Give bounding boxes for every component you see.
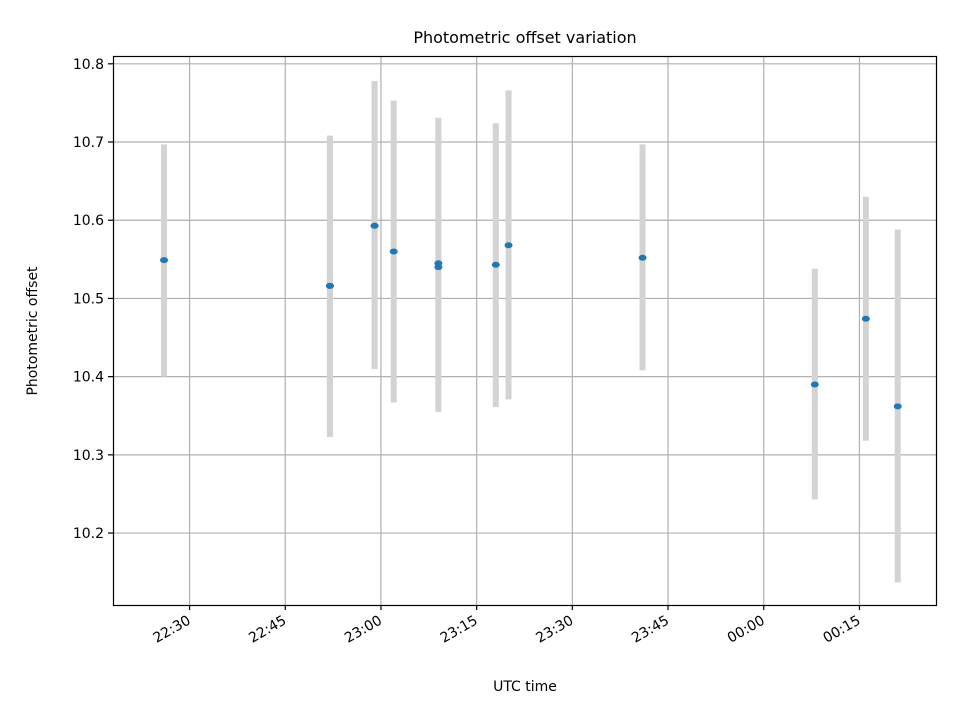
x-tick-label: 00:00 <box>725 613 768 647</box>
x-tick-label: 23:45 <box>629 613 672 647</box>
data-point <box>504 242 513 249</box>
y-tick-label: 10.7 <box>73 135 104 151</box>
y-tick-label: 10.4 <box>73 370 104 386</box>
chart-title: Photometric offset variation <box>413 28 636 47</box>
x-tick-label: 23:15 <box>438 613 481 647</box>
data-point <box>491 261 500 268</box>
y-tick-label: 10.5 <box>73 291 104 307</box>
data-point <box>638 254 647 261</box>
x-axis-label: UTC time <box>493 679 557 695</box>
x-tick-label: 00:15 <box>820 613 863 647</box>
y-tick-label: 10.2 <box>73 526 104 542</box>
y-axis-label: Photometric offset <box>25 266 41 396</box>
data-point <box>160 257 169 264</box>
x-axis-ticks: 22:30 22:45 23:00 23:15 23:30 23:45 00:00 00:15 <box>151 605 863 647</box>
x-tick-label: 23:30 <box>533 613 576 647</box>
y-axis-ticks: 10.2 10.3 10.4 10.5 10.6 10.7 10.8 <box>73 57 113 542</box>
data-point <box>861 315 870 322</box>
y-tick-label: 10.3 <box>73 448 104 464</box>
y-tick-label: 10.8 <box>73 57 104 73</box>
data-points <box>160 222 902 410</box>
data-point <box>370 222 379 229</box>
data-point <box>434 264 443 271</box>
data-point <box>893 403 902 410</box>
data-point <box>389 248 398 255</box>
error-bars <box>161 81 901 583</box>
data-point <box>325 282 334 289</box>
x-tick-label: 23:00 <box>342 613 385 647</box>
y-tick-label: 10.6 <box>73 213 104 229</box>
data-point <box>810 381 819 388</box>
x-tick-label: 22:30 <box>151 613 194 647</box>
plot-frame <box>112 55 938 607</box>
x-tick-label: 22:45 <box>246 613 289 647</box>
grid <box>113 56 936 605</box>
